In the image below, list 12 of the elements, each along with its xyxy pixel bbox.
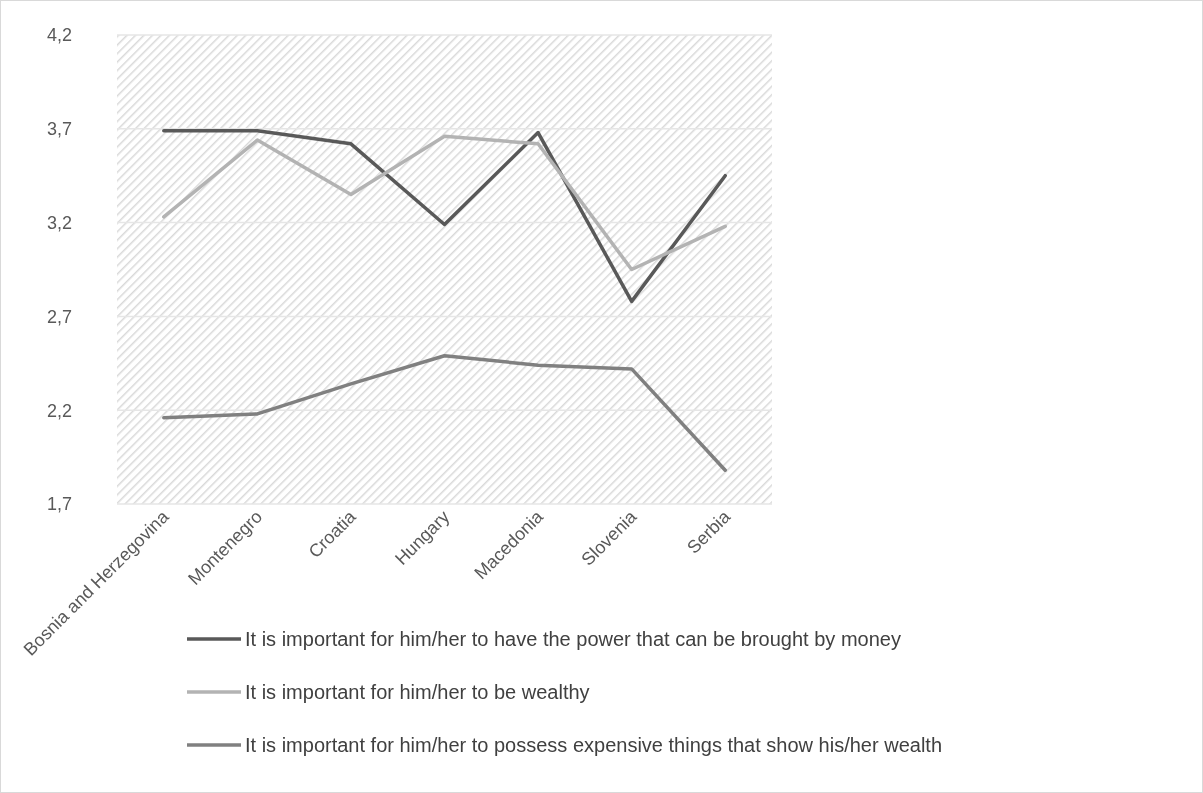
y-tick-label: 4,2 xyxy=(46,25,72,46)
legend-label: It is important for him/her to have the power that can be brought by money xyxy=(245,628,901,650)
y-tick-label: 3,7 xyxy=(46,119,72,140)
line-series xyxy=(162,354,727,472)
y-tick-label: 1,7 xyxy=(46,494,72,515)
y-tick-label: 3,2 xyxy=(46,212,72,233)
line-series xyxy=(162,128,727,304)
line-series xyxy=(162,134,727,272)
legend-label: It is important for him/her to be wealthy xyxy=(245,681,590,703)
y-tick-label: 2,7 xyxy=(46,306,72,327)
y-tick-label: 2,2 xyxy=(46,400,72,421)
legend-label: It is important for him/her to possess expensive things that show his/her wealth xyxy=(245,734,943,756)
